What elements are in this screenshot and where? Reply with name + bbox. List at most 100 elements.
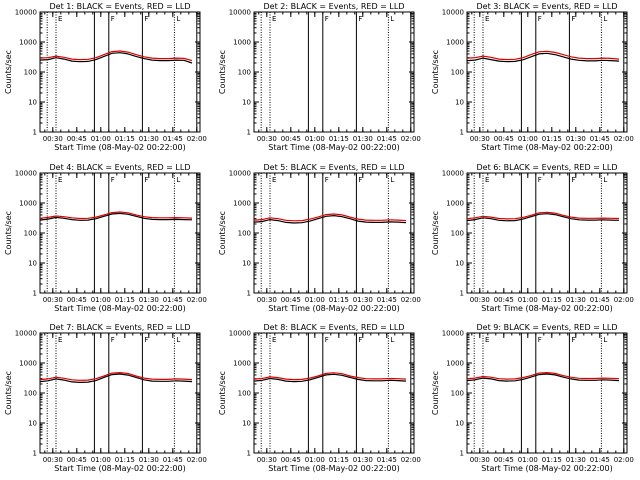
y-axis-label: Counts/sec bbox=[4, 371, 13, 415]
y-tick-label: 1000 bbox=[233, 200, 251, 208]
flag-letter: F bbox=[144, 15, 148, 23]
flag-letter: L bbox=[176, 176, 180, 184]
flag-letter: F bbox=[325, 336, 329, 344]
y-tick-label: 1 bbox=[460, 450, 464, 458]
y-tick-label: 100 bbox=[24, 69, 37, 77]
flag-letter: E bbox=[485, 336, 489, 344]
x-tick-label: 01:15 bbox=[115, 135, 135, 143]
x-tick-label: 00:30 bbox=[43, 456, 63, 464]
y-tick-label: 10000 bbox=[442, 170, 464, 178]
x-tick-label: 01:00 bbox=[91, 456, 111, 464]
x-tick-label: 01:00 bbox=[305, 456, 325, 464]
y-tick-label: 10 bbox=[28, 420, 37, 428]
x-tick-label: 02:00 bbox=[614, 456, 634, 464]
y-tick-label: 1000 bbox=[19, 39, 37, 47]
x-tick-label: 00:45 bbox=[281, 135, 301, 143]
x-tick-label: 01:45 bbox=[590, 135, 610, 143]
x-tick-label: 01:15 bbox=[542, 296, 562, 304]
x-tick-label: 01:00 bbox=[91, 296, 111, 304]
x-tick-label: 01:30 bbox=[139, 135, 159, 143]
x-tick-label: 01:45 bbox=[163, 456, 183, 464]
y-tick-label: 100 bbox=[451, 230, 464, 238]
panel-title: Det 7: BLACK = Events, RED = LLD bbox=[50, 323, 191, 332]
y-axis-label: Counts/sec bbox=[431, 371, 440, 415]
x-tick-label: 00:45 bbox=[494, 456, 514, 464]
y-tick-label: 10000 bbox=[442, 330, 464, 338]
y-tick-label: 10000 bbox=[15, 330, 37, 338]
plot-frame bbox=[39, 11, 201, 133]
y-tick-label: 10 bbox=[455, 260, 464, 268]
x-tick-label: 02:00 bbox=[187, 296, 207, 304]
y-tick-label: 1000 bbox=[446, 200, 464, 208]
y-axis-label: Counts/sec bbox=[431, 50, 440, 94]
events-series-line bbox=[253, 214, 407, 224]
x-tick-label: 01:15 bbox=[542, 456, 562, 464]
events-series-line bbox=[39, 212, 193, 221]
y-tick-label: 100 bbox=[238, 69, 251, 77]
x-tick-label: 02:00 bbox=[401, 456, 421, 464]
panel-title: Det 1: BLACK = Events, RED = LLD bbox=[50, 2, 191, 11]
x-tick-label: 01:45 bbox=[163, 296, 183, 304]
x-tick-label: 01:15 bbox=[115, 456, 135, 464]
plot-frame bbox=[253, 11, 415, 133]
panel-det-3: Det 3: BLACK = Events, RED = LLD 1 10 100 10… bbox=[431, 2, 634, 152]
panel-det-8: Det 8: BLACK = Events, RED = LLD 1 10 100 10… bbox=[218, 323, 421, 473]
panel-title: Det 2: BLACK = Events, RED = LLD bbox=[264, 2, 405, 11]
panel-title: Det 5: BLACK = Events, RED = LLD bbox=[264, 163, 405, 172]
flag-letter: F bbox=[111, 15, 115, 23]
x-tick-label: 01:15 bbox=[115, 296, 135, 304]
x-tick-label: 01:00 bbox=[518, 456, 538, 464]
x-axis-label: Start Time (08-May-02 00:22:00) bbox=[54, 304, 185, 313]
x-tick-label: 01:15 bbox=[329, 135, 349, 143]
x-axis-label: Start Time (08-May-02 00:22:00) bbox=[54, 143, 185, 152]
x-tick-label: 01:00 bbox=[305, 296, 325, 304]
plot-frame bbox=[253, 172, 415, 294]
x-tick-label: 00:30 bbox=[257, 456, 277, 464]
flag-letter: F bbox=[538, 336, 542, 344]
y-tick-label: 10000 bbox=[229, 330, 251, 338]
flag-letter: F bbox=[571, 336, 575, 344]
panel-det-9: Det 9: BLACK = Events, RED = LLD 1 10 100 10… bbox=[431, 323, 634, 473]
x-axis-label: Start Time (08-May-02 00:22:00) bbox=[268, 143, 399, 152]
x-tick-label: 00:45 bbox=[67, 135, 87, 143]
y-tick-label: 1000 bbox=[233, 39, 251, 47]
x-tick-label: 00:45 bbox=[494, 296, 514, 304]
y-tick-label: 10 bbox=[242, 260, 251, 268]
x-axis-label: Start Time (08-May-02 00:22:00) bbox=[268, 464, 399, 473]
y-tick-label: 10000 bbox=[15, 9, 37, 17]
y-tick-label: 1000 bbox=[19, 200, 37, 208]
x-tick-label: 00:30 bbox=[43, 135, 63, 143]
y-tick-label: 10000 bbox=[229, 170, 251, 178]
x-tick-label: 00:30 bbox=[257, 135, 277, 143]
x-tick-label: 01:00 bbox=[305, 135, 325, 143]
events-series-line bbox=[466, 213, 620, 222]
x-axis-label: Start Time (08-May-02 00:22:00) bbox=[481, 464, 612, 473]
y-axis-label: Counts/sec bbox=[218, 50, 227, 94]
x-tick-label: 01:00 bbox=[518, 135, 538, 143]
flag-letter: L bbox=[603, 15, 607, 23]
panel-title: Det 6: BLACK = Events, RED = LLD bbox=[477, 163, 618, 172]
y-tick-label: 100 bbox=[24, 230, 37, 238]
lld-series-line bbox=[466, 211, 620, 220]
flag-letter: E bbox=[58, 15, 62, 23]
events-series-line bbox=[39, 52, 193, 64]
x-tick-label: 01:30 bbox=[566, 296, 586, 304]
y-tick-label: 1 bbox=[247, 129, 251, 137]
flag-letter: E bbox=[272, 176, 276, 184]
x-tick-label: 00:30 bbox=[43, 296, 63, 304]
events-series-line bbox=[466, 373, 620, 382]
y-axis-label: Counts/sec bbox=[218, 371, 227, 415]
flag-letter: F bbox=[358, 15, 362, 23]
flag-letter: F bbox=[358, 336, 362, 344]
flag-letter: F bbox=[325, 15, 329, 23]
y-axis-label: Counts/sec bbox=[218, 211, 227, 255]
x-tick-label: 02:00 bbox=[614, 296, 634, 304]
x-tick-label: 01:45 bbox=[377, 296, 397, 304]
x-tick-label: 00:30 bbox=[257, 296, 277, 304]
lld-series-line bbox=[466, 371, 620, 380]
lld-series-line bbox=[253, 213, 407, 222]
lld-series-line bbox=[39, 50, 193, 62]
flag-letter: F bbox=[538, 15, 542, 23]
flag-letter: F bbox=[325, 176, 329, 184]
y-tick-label: 10 bbox=[455, 420, 464, 428]
